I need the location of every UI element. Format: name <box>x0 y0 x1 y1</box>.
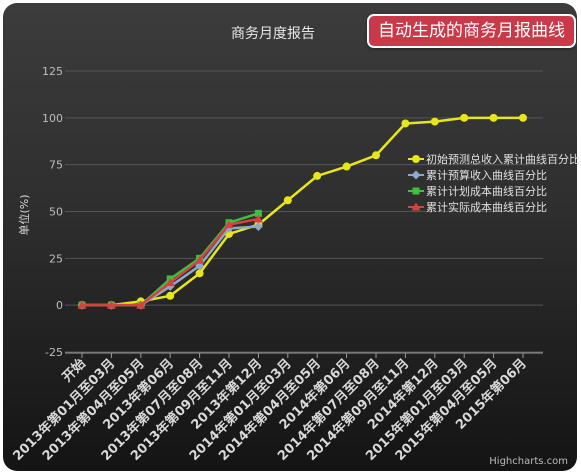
y-tick-label: -25 <box>45 346 63 359</box>
y-axis-label: 单位(%) <box>17 194 31 235</box>
data-point <box>195 255 205 264</box>
data-point <box>411 202 421 211</box>
data-point <box>254 209 262 217</box>
x-axis-ticks: 开始2013年第01月至03月2013年第04月至05月2013年第06月201… <box>10 353 530 464</box>
y-tick-label: 125 <box>42 65 63 78</box>
data-point <box>411 170 421 180</box>
y-tick-label: 50 <box>49 206 63 219</box>
data-point <box>401 119 410 128</box>
data-point <box>283 196 292 205</box>
data-point <box>460 113 469 122</box>
data-point <box>430 117 439 126</box>
y-axis-ticks: -25 0 25 50 75 100 125 <box>42 65 63 359</box>
data-point <box>106 300 116 309</box>
y-tick-label: 75 <box>49 159 63 172</box>
data-point <box>342 162 351 171</box>
chart-title: 商务月度报告 <box>231 26 315 42</box>
data-point <box>195 269 204 278</box>
y-tick-label: 100 <box>42 112 63 125</box>
legend-item-label: 累计预算收入曲线百分比 <box>426 168 547 182</box>
legend-item-label: 初始预测总收入累计曲线百分比 <box>426 152 577 166</box>
data-point <box>165 278 175 287</box>
legend: 初始预测总收入累计曲线百分比累计预算收入曲线百分比累计计划成本曲线百分比累计实际… <box>408 152 577 214</box>
legend-item-label: 累计实际成本曲线百分比 <box>426 200 547 214</box>
data-point <box>372 151 380 160</box>
chart-panel: 商务月度报告 单位(%) -25 0 25 50 75 100 125 开始 2013年第01… <box>3 3 577 471</box>
data-point <box>519 113 527 122</box>
data-point <box>412 187 420 195</box>
report-badge: 自动生成的商务月报曲线 <box>367 14 576 48</box>
data-point <box>489 113 498 122</box>
line-chart: 商务月度报告 单位(%) -25 0 25 50 75 100 125 开始2013年第01… <box>10 26 577 467</box>
legend-item-label: 累计计划成本曲线百分比 <box>426 184 547 198</box>
data-point <box>136 300 146 309</box>
y-tick-label: 0 <box>56 299 63 312</box>
data-point <box>253 214 263 223</box>
series-line <box>82 116 523 307</box>
data-point <box>253 221 263 231</box>
y-tick-label: 25 <box>49 252 63 265</box>
data-point <box>77 300 87 309</box>
data-point <box>166 291 175 300</box>
series-group <box>77 214 263 309</box>
data-point <box>313 171 322 180</box>
series-lines <box>77 113 527 310</box>
data-point <box>412 155 420 163</box>
data-point <box>224 220 234 229</box>
credits-link[interactable]: Highcharts.com <box>489 456 568 467</box>
